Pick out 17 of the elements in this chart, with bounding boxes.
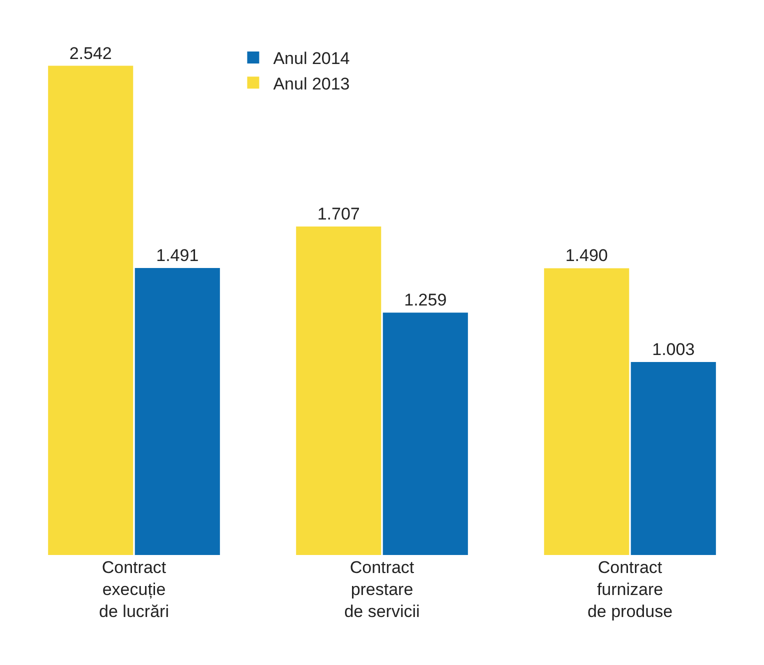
bar <box>544 268 630 555</box>
x-tick-label: Contract execuție de lucrări <box>99 558 169 622</box>
bar <box>48 66 134 555</box>
data-label: 1.259 <box>404 290 447 310</box>
data-label: 1.491 <box>156 246 199 266</box>
data-label: 1.707 <box>317 204 360 224</box>
bar <box>134 268 220 555</box>
x-tick-label: Contract furnizare de produse <box>587 558 673 622</box>
bar <box>296 226 382 555</box>
data-label: 1.003 <box>652 340 695 359</box>
bar <box>382 312 468 555</box>
bar <box>630 362 716 555</box>
legend-label: Anul 2014 <box>273 49 350 68</box>
legend-label: Anul 2013 <box>273 74 350 94</box>
x-tick-label: Contract prestare de servicii <box>344 558 420 622</box>
data-label: 1.490 <box>565 246 608 266</box>
data-label: 2.542 <box>69 44 112 63</box>
